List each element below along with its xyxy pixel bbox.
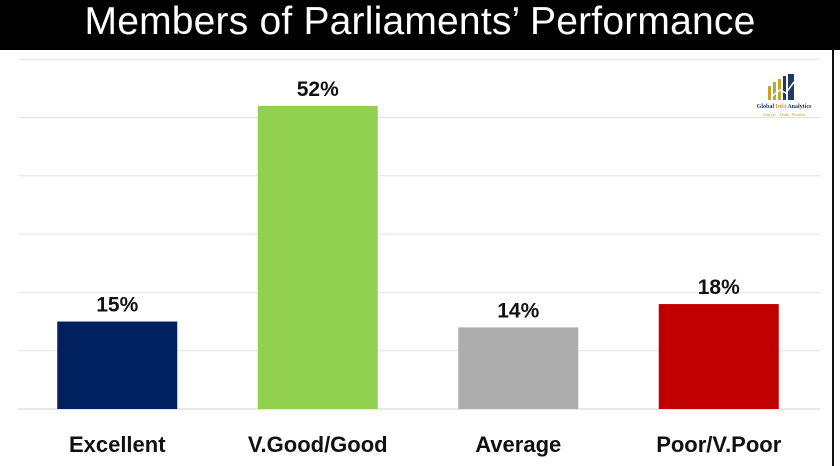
x-tick-label: Average [475,432,561,457]
data-label: 18% [698,276,740,299]
x-tick-label: V.Good/Good [248,432,388,457]
bar-average [458,327,579,409]
bar-v-good-good [257,105,378,409]
bar-excellent [57,321,178,409]
chart-title: Members of Parliaments’ Performance [0,0,840,50]
bar-poor-v-poor [658,304,779,409]
x-tick-label: Poor/V.Poor [656,432,782,457]
bar-chart-arrow-logo-icon [768,74,795,100]
data-label: 14% [497,299,539,322]
x-tick-label: Excellent [69,432,166,457]
logo-tagline: Analyze · Think · Position [762,112,806,117]
frame-border [832,50,834,466]
data-label: 15% [96,294,138,317]
data-label: 52% [297,78,339,101]
logo-name: Global Info Analytics [756,104,812,110]
